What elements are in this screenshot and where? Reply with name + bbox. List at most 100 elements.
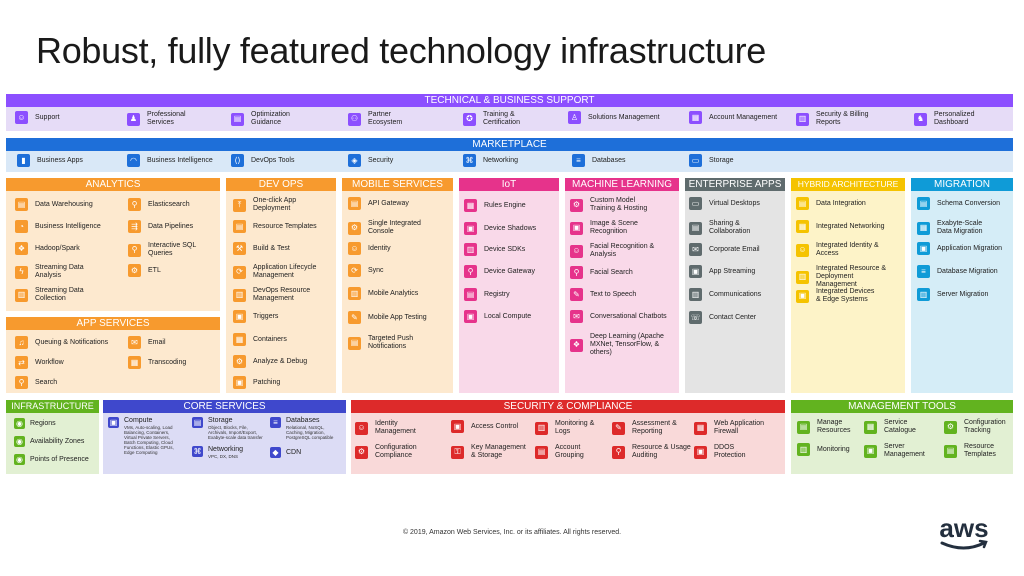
identity-management-icon: ☺ [355,421,368,435]
mobile-item: ☺ Identity [348,242,391,255]
data-warehousing-icon: ▤ [15,198,28,211]
core-services-section: CORE SERVICES [103,400,346,474]
aws-logo: aws [939,515,989,550]
support-icon: ☺ [15,111,28,124]
migration-item: ≡ Database Migration [917,265,998,278]
sync-icon: ⟳ [348,264,361,277]
availability-zones-icon: ◉ [14,436,25,447]
tech-support-item: ☺ Support [15,111,115,124]
integrated-networking-icon: ▦ [796,220,809,233]
business-intelligence-icon: ◠ [127,154,140,167]
manage-resources-icon: ▤ [797,420,810,434]
debug-icon: ⚙ [233,355,246,368]
security-item: ▦ Web Application Firewall [694,420,769,436]
enterprise-item: ✉ Corporate Email [689,243,760,256]
analytics-item: ϟ Streaming Data Analysis [15,264,87,280]
infrastructure-header: INFRASTRUCTURE [6,400,99,413]
enterprise-item: ▤ Sharing & Collaboration [689,220,754,236]
device-shadows-icon: ▣ [464,222,477,235]
security-item: ⚿ Key Management & Storage [451,444,526,460]
management-section: MANAGEMENT TOOLS [791,400,1013,474]
certification-icon: ✪ [463,112,476,126]
text-to-speech-icon: ✎ [570,288,583,301]
marketplace-item: ≡ Databases [572,154,625,167]
lifecycle-icon: ⟳ [233,265,246,279]
app-migration-icon: ▣ [917,242,930,255]
marketplace-item: ◈ Security [348,154,393,167]
marketplace-item: ◠ Business Intelligence [127,154,213,167]
infrastructure-item: ◉ Regions [14,418,56,429]
devops-item: ▥ DevOps Resource Management [233,287,315,303]
ml-item: ✎ Text to Speech [570,288,636,301]
core-databases: ≡ Databases Relational, NoSQL, Caching, M… [270,417,342,440]
data-migration-icon: ▦ [917,221,930,235]
schema-conversion-icon: ▤ [917,197,930,210]
devops-item: ▣ Triggers [233,310,278,323]
app-services-item: ⚲ Search [15,376,57,389]
monitoring-logs-icon: ▥ [535,421,548,435]
data-pipelines-icon: ⇶ [128,220,141,233]
security-item: ▣ DDOS Protection [694,444,754,460]
analytics-item: ⇶ Data Pipelines [128,220,193,233]
business-apps-icon: ▮ [17,154,30,167]
tech-support-item: ♞ Personalized Dashboard [914,111,1009,127]
hadoop-icon: ❖ [15,242,28,255]
management-header: MANAGEMENT TOOLS [791,400,1013,413]
security-item: ✎ Assessment & Reporting [612,420,677,436]
management-item: ▤ Manage Resources [797,419,857,435]
assessment-icon: ✎ [612,421,625,435]
enterprise-item: ☏ Contact Center [689,311,756,324]
notifications-icon: ♫ [15,336,28,349]
tech-support-section: TECHNICAL & BUSINESS SUPPORT [6,94,1013,131]
tech-support-item: ✪ Training & Certification [463,111,563,127]
dashboard-icon: ♞ [914,112,927,126]
hybrid-item: ▦ Integrated Networking [796,220,884,233]
points-of-presence-icon: ◉ [14,454,25,465]
marketplace-header: MARKETPLACE [6,138,1013,151]
device-gateway-icon: ⚲ [464,265,477,278]
infrastructure-item: ◉ Availability Zones [14,436,85,447]
build-test-icon: ⚒ [233,242,246,255]
streaming-analysis-icon: ϟ [15,265,28,279]
key-management-icon: ⚿ [451,445,464,459]
mobile-item: ✎ Mobile App Testing [348,311,427,324]
app-services-item: ♫ Queuing & Notifications [15,336,108,349]
sql-queries-icon: ⚲ [128,243,141,257]
app-services-section: APP SERVICES [6,317,220,393]
optimization-icon: ▤ [231,112,244,126]
devops-item: ⚙ Analyze & Debug [233,355,307,368]
enterprise-item: ▥ Communications [689,288,761,301]
streaming-collection-icon: ▥ [15,288,28,302]
virtual-desktops-icon: ▭ [689,197,702,210]
server-migration-icon: ▥ [917,288,930,301]
analytics-item: ⚙ ETL [128,264,161,277]
management-item: ▣ Server Management [864,443,929,459]
security-icon: ◈ [348,154,361,167]
deployment-icon: ⤒ [233,198,246,212]
migration-item: ▣ Application Migration [917,242,1002,255]
search-icon: ⚲ [15,376,28,389]
ml-item: ☺ Facial Recognition & Analysis [570,243,660,259]
mobile-item: ▤ Targeted Push Notifications [348,335,418,351]
service-catalogue-icon: ▦ [864,420,877,434]
iot-header: IoT [459,178,559,191]
copyright-footer: © 2019, Amazon Web Services, Inc. or its… [402,529,622,536]
devops-item: ▦ Containers [233,333,287,346]
rules-engine-icon: ▦ [464,199,477,212]
app-services-item: ⇄ Workflow [15,356,64,369]
analytics-section: ANALYTICS [6,178,220,311]
networking-icon: ⌘ [192,446,203,457]
iot-item: ▦ Rules Engine [464,199,526,212]
marketplace-section: MARKETPLACE [6,138,1013,172]
marketplace-item: ⌘ Networking [463,154,518,167]
edge-systems-icon: ▣ [796,289,809,303]
ml-item: ❖ Deep Learning (Apache MXNet, TensorFlow… [570,333,668,357]
mobile-item: ▥ Mobile Analytics [348,287,418,300]
auditing-icon: ⚲ [612,445,625,459]
core-services-header: CORE SERVICES [103,400,346,413]
app-services-item: ▦ Transcoding [128,356,186,369]
security-section: SECURITY & COMPLIANCE [351,400,785,474]
tech-support-item: ♙ Solutions Management [568,111,678,124]
migration-item: ▤ Schema Conversion [917,197,1000,210]
contact-center-icon: ☏ [689,311,702,324]
